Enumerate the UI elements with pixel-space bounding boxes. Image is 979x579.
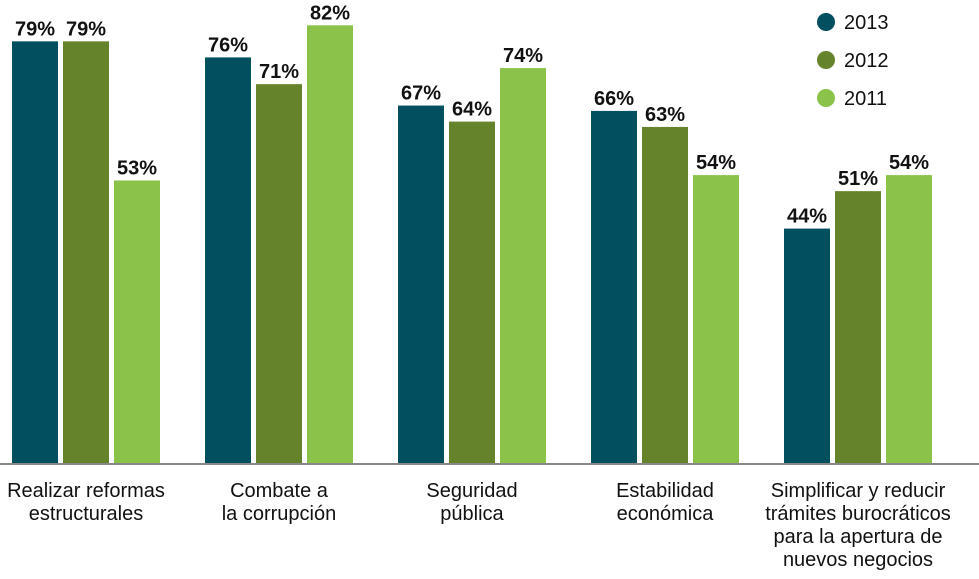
bar-2011-cat-2 (500, 68, 546, 464)
category-label-1: Combate a la corrupción (222, 480, 337, 525)
bar-value-label: 54% (889, 152, 929, 174)
legend-label-2013: 2013 (844, 12, 889, 34)
bar-value-label: 67% (401, 83, 441, 105)
bar-value-label: 74% (503, 45, 543, 67)
bar-2011-cat-4 (886, 175, 932, 464)
bar-value-label: 79% (15, 18, 55, 40)
bar-value-label: 64% (452, 99, 492, 121)
category-label-line: Seguridad (426, 480, 517, 502)
category-label-line: Realizar reformas (7, 480, 165, 502)
bar-value-label: 54% (696, 152, 736, 174)
bar-value-label: 63% (645, 104, 685, 126)
bar-2012-cat-2 (449, 121, 495, 464)
bar-value-label: 44% (787, 206, 827, 228)
bar-2011-cat-1 (307, 25, 353, 465)
bar-value-label: 82% (310, 2, 350, 24)
legend-label-2011: 2011 (844, 88, 887, 110)
bar-value-label: 71% (259, 61, 299, 83)
category-label-3: Estabilidad económica (616, 480, 714, 525)
bar-value-label: 79% (66, 18, 106, 40)
category-label-0: Realizar reformas estructurales (7, 480, 165, 525)
bar-2011-cat-0 (114, 180, 160, 464)
category-label-2: Seguridad pública (426, 480, 517, 525)
category-label-line: Estabilidad (616, 480, 714, 502)
category-label-line: la corrupción (222, 503, 337, 525)
category-label-line: para la apertura de (773, 526, 942, 548)
bar-2013-cat-1 (205, 57, 251, 465)
category-label-line: nuevos negocios (783, 549, 933, 571)
bar-2012-cat-0 (63, 41, 109, 464)
bar-2013-cat-2 (398, 105, 444, 465)
bar-2013-cat-0 (12, 41, 58, 464)
bar-value-labels: 79% 79% 53% 76% 71% 82% 67% 64% 74% 66% 63% 54% 44% 5… (15, 2, 929, 227)
bar-value-label: 76% (208, 34, 248, 56)
bar-2012-cat-4 (835, 191, 881, 464)
legend-swatch-2011 (817, 89, 835, 107)
category-label-4: Simplificar y reducir trámites burocrátic… (765, 480, 951, 571)
bar-2011-cat-3 (693, 175, 739, 464)
bars-group (12, 25, 932, 465)
bar-2013-cat-3 (591, 110, 637, 465)
category-label-line: estructurales (29, 503, 144, 525)
bar-2012-cat-1 (256, 84, 302, 465)
legend: 2013 2012 2011 (817, 12, 889, 110)
bar-value-label: 51% (838, 168, 878, 190)
legend-swatch-2012 (817, 51, 835, 69)
bar-value-label: 53% (117, 157, 157, 179)
category-label-line: Combate a (230, 480, 329, 502)
category-label-line: pública (440, 503, 504, 525)
bar-2013-cat-4 (784, 228, 830, 464)
legend-swatch-2013 (817, 13, 835, 31)
bar-value-label: 66% (594, 88, 634, 110)
legend-label-2012: 2012 (844, 50, 889, 72)
category-label-line: trámites burocráticos (765, 503, 951, 525)
category-label-line: económica (617, 503, 715, 525)
category-label-line: Simplificar y reducir (771, 480, 946, 502)
bar-2012-cat-3 (642, 126, 688, 464)
